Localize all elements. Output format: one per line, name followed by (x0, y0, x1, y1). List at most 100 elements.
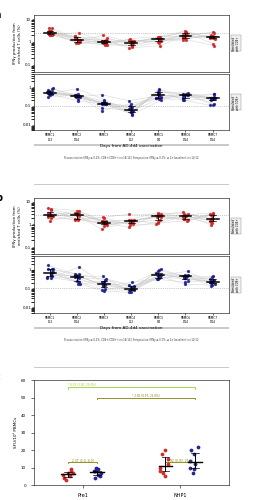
Point (157, 274, 161, 282)
Point (183, 278, 187, 286)
Point (166, 460, 170, 468)
Point (102, 100, 106, 108)
Point (47, 30, 51, 38)
Point (129, 216, 134, 224)
Point (183, 274, 187, 282)
Point (94, 464, 98, 471)
Point (155, 275, 160, 283)
Point (104, 39, 108, 47)
Point (77, 38, 82, 46)
Point (49, 26, 53, 34)
Point (184, 28, 188, 36)
Point (186, 88, 190, 96)
Text: * 6.00 (3.30- 21.0%): * 6.00 (3.30- 21.0%) (68, 383, 96, 387)
Point (157, 38, 161, 46)
Point (68, 472, 72, 480)
Point (156, 212, 160, 220)
Point (76, 36, 80, 44)
Text: 1.92 (0.97, 21.0): 1.92 (0.97, 21.0) (167, 458, 193, 462)
Point (184, 90, 188, 98)
Point (49, 270, 53, 278)
Point (163, 472, 167, 480)
Point (212, 42, 216, 50)
Point (159, 94, 163, 102)
Point (77, 38, 82, 46)
Point (98, 472, 102, 480)
Point (211, 40, 215, 48)
Point (49, 268, 54, 276)
Point (212, 94, 217, 102)
Point (104, 36, 108, 44)
Point (158, 35, 162, 43)
Point (208, 216, 212, 224)
Point (131, 217, 135, 225)
Point (211, 33, 215, 41)
Point (181, 214, 185, 222)
Point (186, 268, 190, 276)
Point (157, 95, 161, 103)
Point (187, 464, 192, 471)
Point (77, 278, 81, 285)
Point (73, 216, 77, 224)
Point (74, 38, 78, 46)
Point (66, 469, 70, 477)
Point (76, 215, 80, 223)
Point (184, 36, 188, 44)
Point (210, 282, 214, 290)
Point (156, 268, 160, 276)
Point (47, 27, 51, 35)
Point (209, 218, 213, 226)
Point (76, 272, 80, 280)
Point (156, 219, 160, 227)
Point (92, 467, 96, 475)
Point (159, 38, 163, 46)
Text: Stimulated
with CD8+: Stimulated with CD8+ (232, 94, 240, 110)
Point (183, 27, 187, 35)
Point (212, 94, 216, 102)
Point (73, 273, 77, 281)
Point (208, 210, 212, 218)
Point (186, 90, 190, 98)
Text: c: c (0, 372, 1, 382)
Text: a: a (0, 10, 1, 20)
Point (100, 37, 105, 45)
Point (75, 276, 79, 284)
Point (155, 218, 160, 226)
Point (71, 469, 75, 477)
Point (93, 474, 97, 482)
Point (182, 212, 186, 220)
Point (129, 108, 133, 116)
Point (129, 278, 134, 286)
Point (156, 275, 160, 283)
Point (156, 208, 160, 216)
Point (209, 216, 213, 224)
Point (181, 94, 185, 102)
Point (185, 277, 190, 285)
Point (209, 282, 213, 290)
Point (182, 210, 186, 218)
Point (127, 96, 131, 104)
Point (105, 36, 109, 44)
Point (208, 276, 212, 283)
Point (132, 286, 136, 294)
Point (128, 218, 132, 226)
Point (210, 219, 214, 227)
Point (158, 216, 162, 224)
Point (184, 272, 188, 280)
Point (46, 265, 50, 273)
Point (74, 91, 78, 99)
Point (127, 44, 131, 52)
Point (73, 35, 77, 43)
Point (183, 271, 187, 279)
Point (76, 97, 80, 105)
Point (77, 280, 82, 288)
Point (187, 456, 192, 464)
Point (181, 208, 185, 216)
Point (74, 272, 79, 280)
Point (211, 210, 215, 218)
Point (211, 28, 215, 36)
Point (129, 100, 133, 108)
Point (210, 273, 214, 281)
Point (103, 100, 108, 108)
Point (157, 89, 161, 97)
